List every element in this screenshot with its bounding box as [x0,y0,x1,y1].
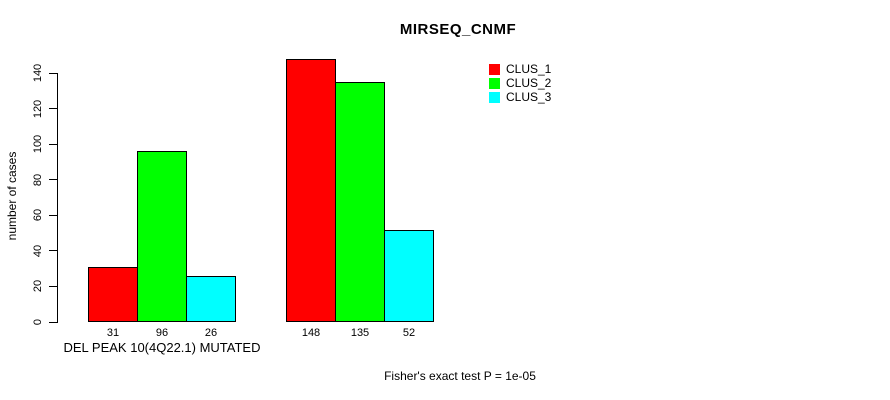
bar-value-label: 135 [350,327,370,339]
bar-value-label: 52 [402,327,416,339]
y-axis-tick-label: 40 [32,244,44,257]
y-axis-tick [49,250,57,252]
bar-clus_2-group2 [335,82,385,322]
legend-swatch-clus_1 [489,63,500,75]
y-axis-tick-label: 140 [32,63,44,83]
legend-label: CLUS_1 [506,62,552,76]
bar-clus_2-group1 [137,151,187,322]
legend-label: CLUS_3 [506,90,552,104]
legend-item: CLUS_2 [489,76,551,90]
legend-item: CLUS_3 [489,90,551,104]
bar-value-label: 148 [301,327,321,339]
legend: CLUS_1 CLUS_2 CLUS_3 [489,62,551,104]
y-axis-tick [49,108,57,110]
chart-title: MIRSEQ_CNMF [399,21,517,38]
legend-item: CLUS_1 [489,62,551,76]
y-axis-label: number of cases [5,151,19,241]
bar-clus_1-group1 [88,267,138,322]
y-axis-tick-label: 0 [32,318,44,326]
bar-clus_3-group2 [384,230,434,322]
y-axis-tick [49,214,57,216]
bar-clus_1-group2 [286,59,336,322]
y-axis-tick [49,285,57,287]
y-axis-tick-label: 80 [32,173,44,186]
group-label: DEL PEAK 10(4Q22.1) MUTATED [63,340,261,355]
bar-value-label: 96 [155,327,169,339]
y-axis-tick [49,72,57,74]
legend-swatch-clus_3 [489,91,500,103]
bar-clus_3-group1 [186,276,236,322]
y-axis-tick-label: 120 [32,99,44,118]
y-axis-tick-label: 20 [32,280,44,293]
y-axis-tick-label: 100 [32,134,44,154]
y-axis-tick [49,179,57,181]
y-axis-tick-label: 60 [32,209,44,222]
legend-label: CLUS_2 [506,76,552,90]
y-axis-tick [49,143,57,145]
bar-value-label: 26 [204,327,218,339]
y-axis-tick [49,321,57,323]
legend-swatch-clus_2 [489,77,500,89]
footer-annotation: Fisher's exact test P = 1e-05 [384,369,536,383]
y-axis-line [57,73,58,323]
bar-value-label: 31 [106,327,120,339]
